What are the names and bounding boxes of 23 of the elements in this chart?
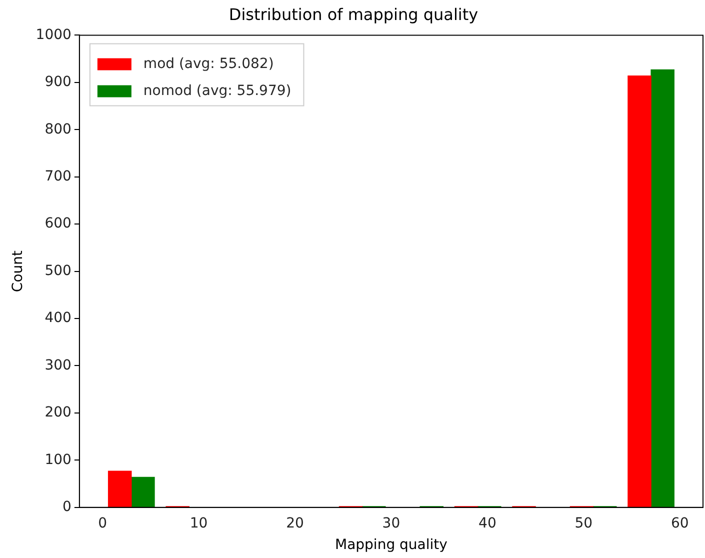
y-tick-label: 0 bbox=[62, 499, 72, 516]
y-tick-label: 900 bbox=[44, 74, 72, 90]
x-tick-label: 50 bbox=[574, 515, 593, 532]
y-tick-label: 1000 bbox=[36, 26, 72, 43]
y-tick-label: 700 bbox=[44, 168, 72, 184]
chart-title: Distribution of mapping quality bbox=[228, 4, 478, 24]
x-tick-label: 40 bbox=[478, 515, 496, 532]
legend-label: mod (avg: 55.082) bbox=[143, 56, 274, 72]
y-tick-label: 400 bbox=[44, 310, 72, 326]
y-tick-label: 200 bbox=[44, 404, 72, 421]
y-tick-label: 300 bbox=[44, 357, 72, 374]
y-tick-label: 800 bbox=[44, 121, 72, 138]
x-tick-label: 20 bbox=[286, 515, 304, 532]
x-tick-label: 30 bbox=[382, 515, 400, 532]
x-tick-label: 60 bbox=[670, 515, 689, 532]
x-axis-title: Mapping quality bbox=[334, 537, 448, 554]
legend-label: nomod (avg: 55.979) bbox=[143, 82, 292, 99]
x-tick-label: 0 bbox=[98, 515, 107, 532]
y-tick-label: 600 bbox=[44, 216, 72, 232]
y-axis-title: Count bbox=[10, 250, 26, 292]
y-tick-label: 100 bbox=[44, 452, 72, 468]
y-tick-label: 500 bbox=[44, 262, 72, 279]
x-tick-label: 10 bbox=[190, 515, 208, 532]
